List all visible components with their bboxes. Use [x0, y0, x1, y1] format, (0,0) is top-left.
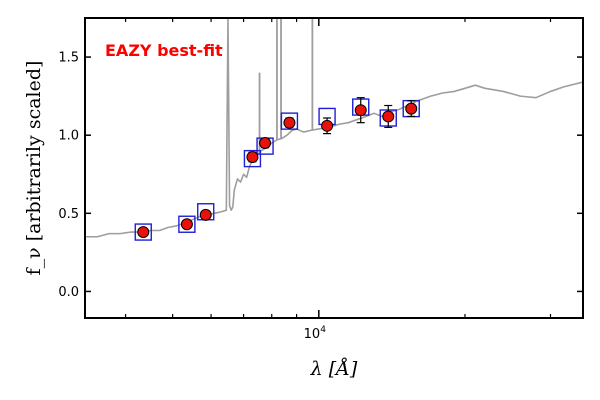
- y-tick-label: 0.5: [58, 207, 79, 222]
- model-photometry-square: [280, 112, 299, 130]
- plot-frame: [84, 17, 584, 319]
- legend-annotation: EAZY best-fit: [105, 41, 223, 60]
- y-axis-label: f_ν [arbitrarily scaled]: [23, 61, 45, 276]
- photometry-point: [354, 104, 367, 117]
- y-tick-label: 1.0: [58, 129, 79, 144]
- x-tick-label: 104: [304, 325, 327, 342]
- photometry-point: [283, 116, 296, 129]
- photometry-point: [259, 137, 272, 149]
- photometry-point: [382, 110, 395, 123]
- model-photometry-square: [243, 149, 262, 168]
- y-tick-label: 1.5: [58, 51, 79, 66]
- photometry-layer: [134, 97, 420, 241]
- photometry-point: [321, 119, 334, 132]
- photometry-point: [246, 151, 259, 164]
- model-photometry-square: [134, 223, 152, 241]
- x-axis-label: λ [Å]: [310, 358, 358, 380]
- photometry-point: [405, 102, 418, 115]
- axis-ticks: 0.0 0.5 1.0 1.5 104: [58, 18, 583, 342]
- photometry-point: [180, 218, 193, 231]
- model-photometry-square: [178, 215, 196, 233]
- photometry-point: [137, 226, 150, 239]
- photometry-point: [199, 208, 212, 221]
- y-tick-label: 0.0: [58, 285, 79, 300]
